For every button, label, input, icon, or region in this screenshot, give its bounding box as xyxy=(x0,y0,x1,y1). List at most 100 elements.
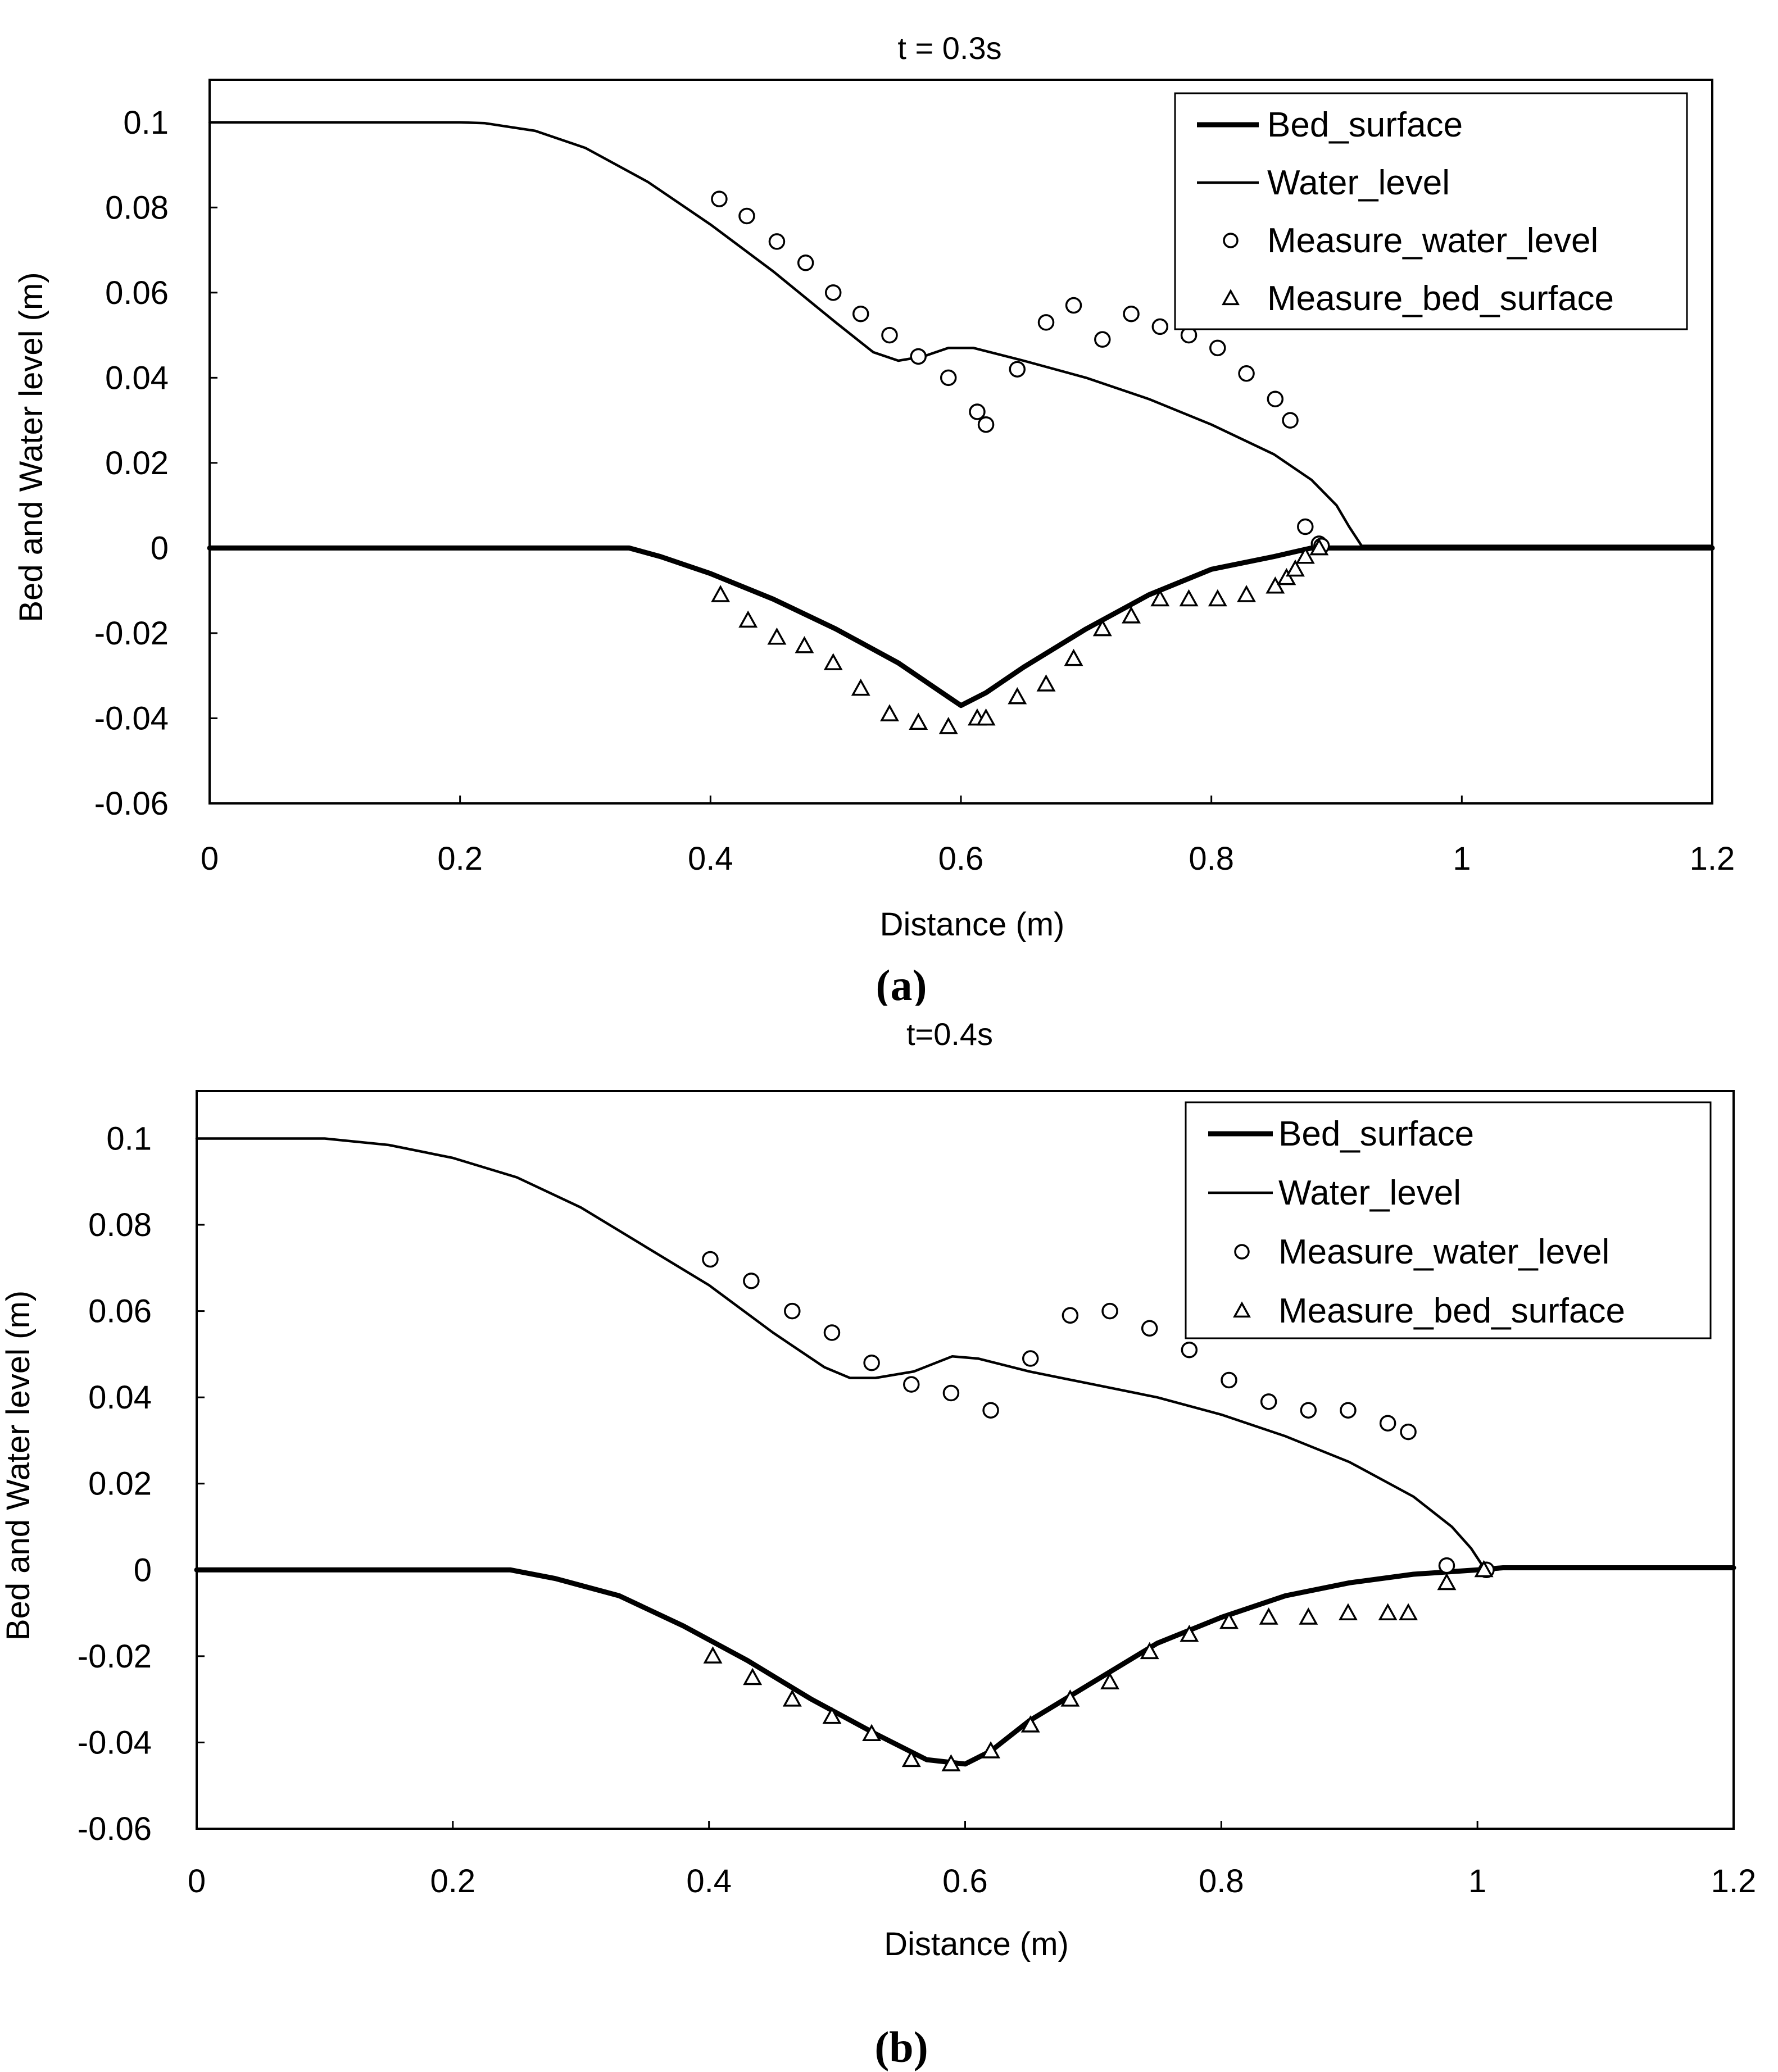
data-point xyxy=(1065,297,1082,314)
data-point xyxy=(1179,589,1199,607)
data-point xyxy=(711,190,728,207)
series-line-bed-surface xyxy=(194,1565,1736,1767)
data-point xyxy=(852,305,869,322)
series-line-water-level xyxy=(195,1137,1735,1569)
x-tick-label: 1.2 xyxy=(1690,840,1735,877)
data-point xyxy=(702,1251,719,1268)
legend-label: Measure_water_level xyxy=(1267,221,1598,260)
x-axis-title: Distance (m) xyxy=(880,906,1065,943)
data-point xyxy=(909,712,928,730)
y-tick-label: -0.06 xyxy=(78,1811,152,1847)
series-line-water-level xyxy=(208,121,1714,547)
panel-b: t=0.4s (b) 0 0.2 0.4 0.6 0.8 1 1.2 0.1 0.08 0.06 0… xyxy=(0,1006,1778,2072)
data-point xyxy=(1123,305,1140,322)
data-point xyxy=(1181,1341,1198,1358)
y-tick-label: -0.02 xyxy=(78,1638,152,1675)
data-point xyxy=(903,1376,920,1393)
data-point xyxy=(1020,1715,1040,1733)
data-point xyxy=(738,207,755,225)
y-tick-label: 0.08 xyxy=(88,1207,152,1243)
data-point xyxy=(1219,1611,1239,1629)
data-point xyxy=(942,1384,960,1402)
x-tick-label: 0.8 xyxy=(1199,1863,1244,1900)
data-point xyxy=(1237,585,1257,602)
chart-title: t = 0.3s xyxy=(897,30,1001,66)
data-point xyxy=(1266,576,1285,594)
y-tick-label: 0.06 xyxy=(88,1293,152,1330)
data-point xyxy=(1474,1560,1494,1578)
data-point xyxy=(1122,606,1141,624)
x-tick-label: 0.8 xyxy=(1189,840,1234,877)
series-line-bed-surface xyxy=(207,545,1715,708)
x-tick-label: 0.4 xyxy=(686,1863,732,1900)
y-tick-label: 0.1 xyxy=(106,1120,152,1157)
data-point xyxy=(901,1750,921,1767)
caption: (a) xyxy=(876,961,927,1006)
data-point xyxy=(1180,1624,1199,1642)
data-point xyxy=(940,369,957,387)
legend-frame xyxy=(1174,92,1688,330)
legend-label: Water_level xyxy=(1278,1174,1461,1212)
chart-title: t=0.4s xyxy=(906,1016,993,1052)
caption-letter: a xyxy=(891,961,913,1006)
data-point xyxy=(1399,1603,1418,1621)
data-point xyxy=(1437,1573,1457,1591)
data-point xyxy=(784,1302,801,1320)
data-point xyxy=(938,717,958,734)
data-point xyxy=(767,627,787,645)
y-axis-title: Bed and Water level (m) xyxy=(0,1291,37,1641)
data-point xyxy=(1141,1320,1158,1337)
legend-label: Bed_surface xyxy=(1267,106,1463,144)
data-point xyxy=(1092,619,1112,637)
legend: Bed_surface Water_level Measure_water_leve… xyxy=(1185,1101,1712,1339)
data-point xyxy=(743,1273,760,1289)
data-point xyxy=(1438,1557,1455,1574)
data-point xyxy=(782,1689,802,1707)
data-point xyxy=(977,416,995,433)
x-tick-label: 0.2 xyxy=(437,840,483,877)
caption: (b) xyxy=(874,2023,928,2071)
data-point xyxy=(1060,1689,1080,1707)
x-tick-label: 0 xyxy=(188,1863,206,1900)
data-point xyxy=(1295,546,1315,564)
chart-a: t = 0.3s (a) 0 0.2 0.4 0.6 0.8 1 1.2 0.1 0.08 0.0… xyxy=(13,30,1735,1006)
x-tick-label: 1.2 xyxy=(1711,1863,1757,1900)
data-point xyxy=(976,708,996,726)
data-point xyxy=(1209,339,1226,357)
x-tick-label: 0.4 xyxy=(688,840,733,877)
data-point xyxy=(1221,1371,1237,1389)
data-point xyxy=(703,1646,723,1664)
data-point xyxy=(1309,538,1329,556)
y-axis-title: Bed and Water level (m) xyxy=(13,272,49,622)
x-tick-label: 1 xyxy=(1453,840,1471,877)
y-tick-label: -0.04 xyxy=(94,700,169,737)
series-points-measure-bed-surface xyxy=(703,1560,1494,1771)
data-point xyxy=(823,653,843,670)
svg-text:(a): (a) xyxy=(876,961,927,1006)
y-tick-label: 0 xyxy=(134,1552,152,1588)
x-tick-label: 0.2 xyxy=(430,1863,476,1900)
legend-frame xyxy=(1185,1101,1712,1339)
x-tick-label: 0.6 xyxy=(938,840,984,877)
y-tick-label: 0.04 xyxy=(88,1379,152,1416)
data-point xyxy=(823,1324,841,1341)
data-point xyxy=(768,233,786,250)
caption-letter: b xyxy=(889,2023,913,2071)
legend-swatch xyxy=(1233,1301,1251,1318)
data-point xyxy=(1008,687,1027,705)
x-tick-label: 1 xyxy=(1468,1863,1486,1900)
data-point xyxy=(1378,1603,1398,1621)
data-point xyxy=(1009,361,1026,378)
data-point xyxy=(1238,365,1255,382)
y-tick-label: -0.06 xyxy=(94,785,169,822)
series-points-measure-bed-surface xyxy=(711,538,1329,734)
y-tick-label: 0.04 xyxy=(105,360,169,396)
legend-label: Measure_bed_surface xyxy=(1267,279,1614,318)
legend-label: Measure_water_level xyxy=(1278,1233,1609,1271)
data-point xyxy=(1101,1302,1118,1320)
data-point xyxy=(1062,1307,1079,1324)
data-point xyxy=(711,585,731,602)
data-point xyxy=(1285,559,1305,577)
data-point xyxy=(1151,318,1169,335)
